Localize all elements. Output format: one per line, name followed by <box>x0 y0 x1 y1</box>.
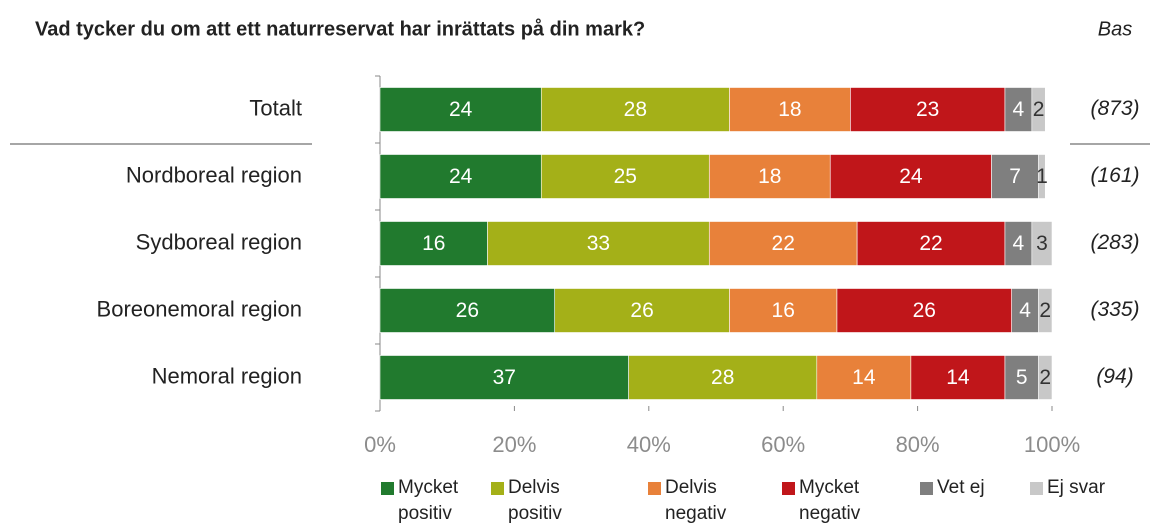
value-label: 14 <box>852 366 876 389</box>
value-label: 23 <box>916 98 939 121</box>
value-label: 24 <box>449 98 473 121</box>
value-label: 28 <box>624 98 647 121</box>
legend-swatch <box>782 482 795 495</box>
value-label: 26 <box>456 299 479 322</box>
value-label: 18 <box>778 98 801 121</box>
value-label: 16 <box>422 232 445 255</box>
bar-segment <box>1004 355 1039 400</box>
legend-swatch <box>920 482 933 495</box>
value-label: 2 <box>1039 366 1051 389</box>
bar-segment <box>1038 154 1046 199</box>
bar-segment <box>628 355 818 400</box>
bar-segment <box>554 288 730 333</box>
category-label: Nordboreal region <box>126 162 302 187</box>
value-label: 2 <box>1033 98 1045 121</box>
bar-segment <box>487 221 710 266</box>
bar-segment <box>540 154 710 199</box>
bar-segment <box>708 154 831 199</box>
bar-segment <box>1038 355 1053 400</box>
bar-segment <box>729 87 851 132</box>
category-label: Sydboreal region <box>136 229 302 254</box>
value-label: 4 <box>1019 299 1031 322</box>
value-label: 22 <box>772 232 795 255</box>
value-label: 16 <box>772 299 795 322</box>
value-label: 37 <box>493 366 516 389</box>
legend-swatch <box>381 482 394 495</box>
value-label: 24 <box>449 165 473 188</box>
bar-segment <box>816 355 912 400</box>
bar-segment <box>708 221 858 266</box>
legend-swatch <box>491 482 504 495</box>
bar-segment <box>856 221 1006 266</box>
value-label: 26 <box>630 299 653 322</box>
legend-label: Delvis negativ <box>665 477 727 524</box>
value-label: 7 <box>1009 165 1021 188</box>
value-label: 22 <box>919 232 942 255</box>
category-label: Boreonemoral region <box>97 296 302 321</box>
x-tick-label: 60% <box>761 432 805 457</box>
value-label: 3 <box>1036 232 1048 255</box>
legend-swatch <box>648 482 661 495</box>
legend-swatch <box>1030 482 1043 495</box>
bar-segment <box>379 288 556 333</box>
value-label: 28 <box>711 366 734 389</box>
x-tick-label: 0% <box>364 432 396 457</box>
value-label: 26 <box>913 299 936 322</box>
bar-segment <box>850 87 1006 132</box>
value-label: 24 <box>899 165 923 188</box>
value-label: 25 <box>614 165 637 188</box>
legend-label: Vet ej <box>937 477 985 498</box>
x-tick-label: 100% <box>1024 432 1080 457</box>
x-tick-label: 40% <box>627 432 671 457</box>
base-label: (283) <box>1090 231 1139 254</box>
legend-label: Mycket negativ <box>799 477 861 524</box>
value-label: 2 <box>1039 299 1051 322</box>
value-label: 33 <box>587 232 610 255</box>
bar-segment <box>729 288 838 333</box>
bar-segment <box>379 87 542 132</box>
bar-segment <box>379 154 542 199</box>
x-tick-label: 20% <box>492 432 536 457</box>
bar-segment <box>379 221 488 266</box>
bar-segment <box>910 355 1006 400</box>
base-label: (873) <box>1090 97 1139 120</box>
value-label: 1 <box>1036 165 1048 188</box>
bar-segment <box>836 288 1012 333</box>
legend-label: Mycket positiv <box>398 477 459 524</box>
chart-title: Vad tycker du om att ett naturreservat h… <box>35 17 645 40</box>
value-label: 4 <box>1013 98 1025 121</box>
bar-segment <box>991 154 1039 199</box>
bar-segment <box>1004 87 1033 132</box>
category-label: Nemoral region <box>152 363 302 388</box>
bar-segment <box>1004 221 1033 266</box>
value-label: 4 <box>1013 232 1025 255</box>
bar-segment <box>1031 87 1046 132</box>
base-header: Bas <box>1098 18 1132 40</box>
bar-segment <box>1038 288 1053 333</box>
bar-segment <box>379 355 629 400</box>
legend-label: Delvis positiv <box>508 477 562 524</box>
legend-label: Ej svar <box>1047 477 1106 498</box>
value-label: 18 <box>758 165 781 188</box>
x-tick-label: 80% <box>896 432 940 457</box>
category-label: Totalt <box>249 95 302 120</box>
base-label: (161) <box>1090 164 1139 187</box>
base-label: (335) <box>1090 298 1139 321</box>
base-label: (94) <box>1096 365 1133 388</box>
bar-segment <box>1031 221 1053 266</box>
value-label: 14 <box>946 366 970 389</box>
value-label: 5 <box>1016 366 1028 389</box>
